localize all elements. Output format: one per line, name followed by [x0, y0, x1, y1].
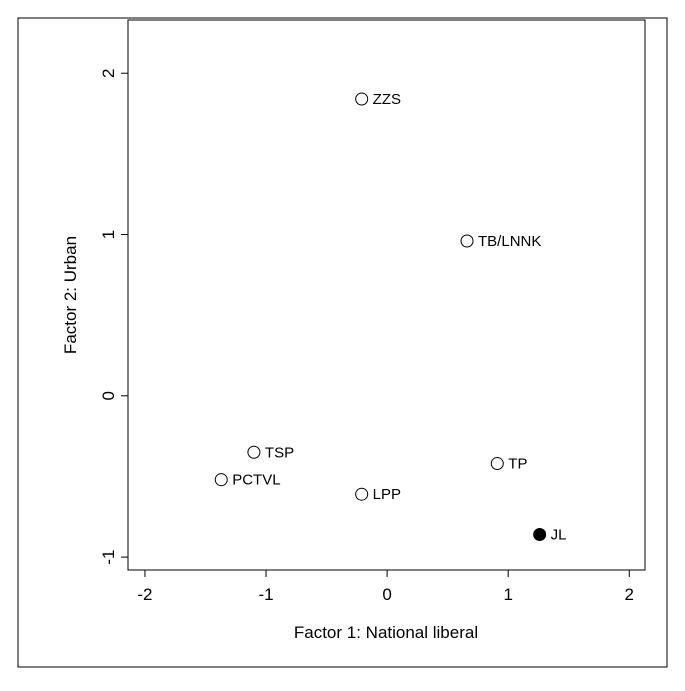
- y-tick-label: -1: [99, 550, 118, 565]
- x-axis-label: Factor 1: National liberal: [294, 623, 478, 642]
- point: [460, 234, 474, 248]
- point-label: LPP: [373, 486, 401, 503]
- x-tick-label: -1: [258, 585, 273, 604]
- y-tick-label: 0: [99, 391, 118, 400]
- y-tick-label: 1: [99, 230, 118, 239]
- point: [247, 445, 261, 459]
- x-tick-label: 2: [625, 585, 634, 604]
- point-label: TP: [508, 456, 527, 473]
- point-label: TB/LNNK: [478, 233, 541, 250]
- point-label: ZZS: [373, 91, 401, 108]
- point: [533, 528, 547, 542]
- point: [355, 92, 369, 106]
- point: [214, 473, 228, 487]
- point-label: JL: [551, 527, 567, 544]
- point: [355, 487, 369, 501]
- point-label: TSP: [265, 444, 294, 461]
- y-axis-label: Factor 2: Urban: [61, 236, 80, 354]
- x-tick-label: -2: [137, 585, 152, 604]
- y-tick-label: 2: [99, 68, 118, 77]
- x-tick-label: 1: [503, 585, 512, 604]
- point: [490, 457, 504, 471]
- plot-area: [127, 19, 646, 571]
- point-label: PCTVL: [232, 472, 280, 489]
- x-tick-label: 0: [382, 585, 391, 604]
- frame: [17, 17, 668, 668]
